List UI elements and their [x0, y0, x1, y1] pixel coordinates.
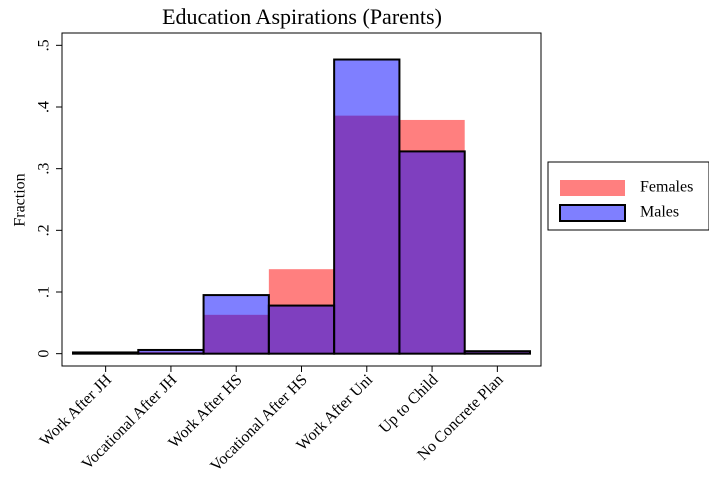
y-tick-label: .2 — [36, 224, 53, 236]
legend-swatch — [560, 180, 625, 196]
bar — [202, 294, 270, 355]
y-tick-label: .4 — [36, 101, 53, 113]
y-tick-label: .3 — [36, 163, 53, 175]
y-axis-label: Fraction — [12, 173, 29, 226]
legend-label: Females — [640, 179, 693, 196]
legend-swatch — [559, 204, 626, 222]
bar — [398, 150, 466, 355]
bar — [72, 351, 140, 355]
bar — [137, 348, 205, 355]
bar — [267, 304, 336, 355]
chart-title: Education Aspirations (Parents) — [162, 4, 442, 29]
legend-label: Males — [640, 204, 679, 221]
y-tick-label: .1 — [36, 286, 53, 298]
y-tick-label: .5 — [36, 39, 53, 51]
y-tick-label: 0 — [36, 350, 53, 358]
bar — [463, 350, 532, 355]
bar — [333, 58, 401, 355]
